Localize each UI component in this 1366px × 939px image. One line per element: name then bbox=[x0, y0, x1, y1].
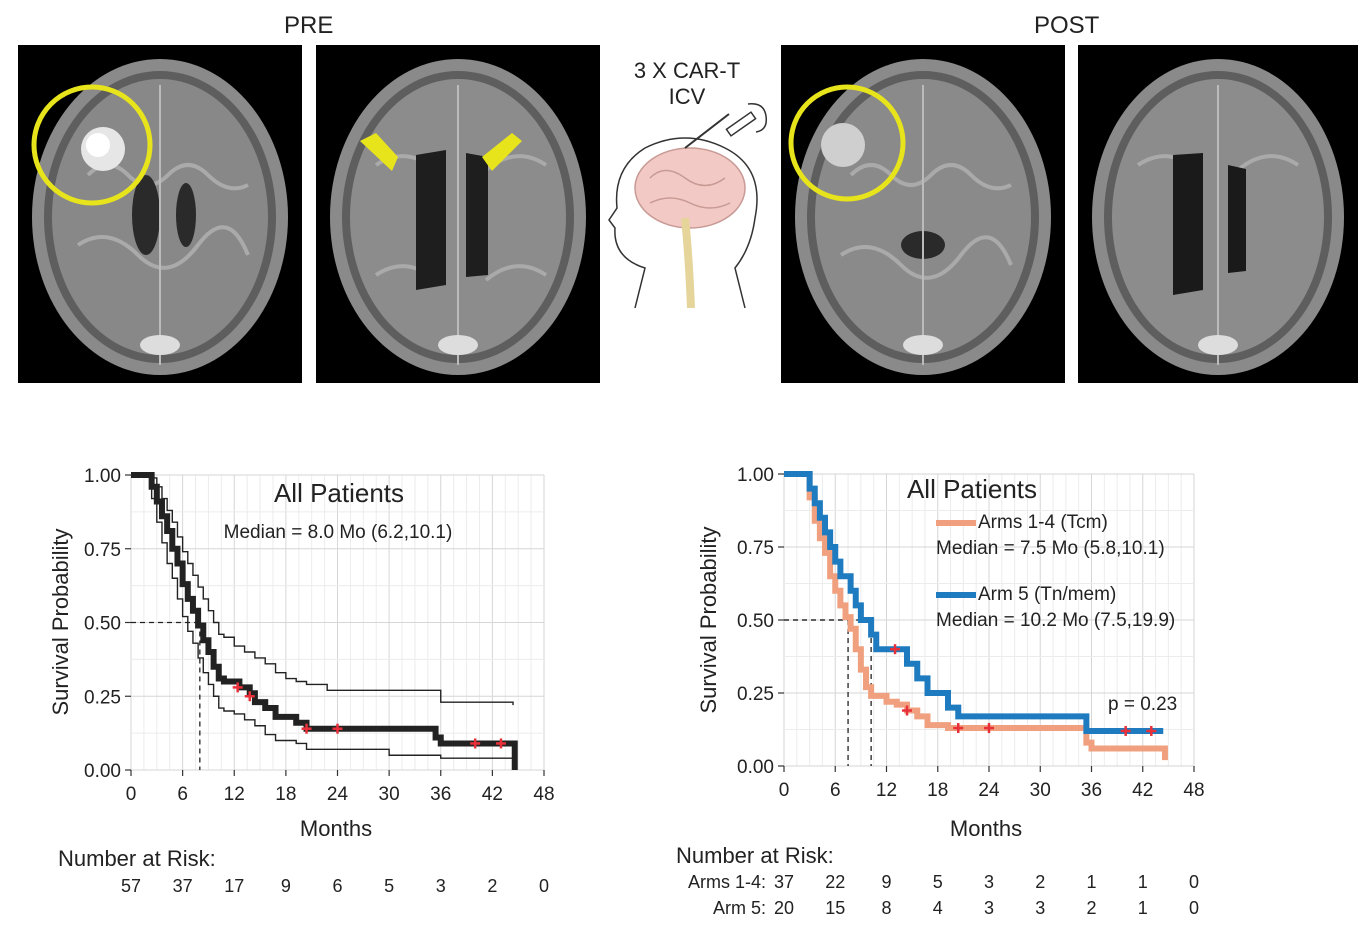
x-tick-label: 18 bbox=[927, 780, 948, 801]
risk-count: 3 bbox=[1035, 898, 1046, 918]
median-text-tn: Median = 10.2 Mo (7.5,19.9) bbox=[936, 610, 1175, 631]
y-tick-label: 0.50 bbox=[737, 611, 774, 632]
risk-count: 57 bbox=[120, 876, 142, 896]
mri-post-1 bbox=[781, 45, 1065, 383]
km-ci-lower bbox=[131, 474, 514, 765]
median-annotation: Median = 8.0 Mo (6.2,10.1) bbox=[224, 522, 453, 543]
brain-illustration-icon bbox=[608, 113, 758, 309]
pre-label: PRE bbox=[284, 12, 334, 39]
x-tick-label: 0 bbox=[126, 784, 137, 805]
x-tick-label: 48 bbox=[533, 784, 554, 805]
x-tick-label: 42 bbox=[1132, 780, 1153, 801]
x-tick-label: 24 bbox=[327, 784, 349, 805]
x-tick-label: 6 bbox=[830, 780, 841, 801]
risk-count: 2 bbox=[1035, 872, 1046, 892]
y-tick-label: 0.75 bbox=[737, 538, 774, 559]
risk-count: 6 bbox=[332, 876, 343, 896]
km-chart-right: 0 6 12 18 24 30 36 42 48 0.00 0.25 0.50 0.75 1.00 All… bbox=[696, 465, 1205, 841]
x-tick-label: 48 bbox=[1183, 780, 1204, 801]
y-axis-label: Survival Probability bbox=[696, 526, 721, 713]
arrow-marker-icon bbox=[482, 133, 522, 171]
x-tick-label: 36 bbox=[1081, 780, 1102, 801]
x-tick-label: 6 bbox=[177, 784, 188, 805]
risk-table-right: Arms 1-4: 37 22 9 5 3 2 1 1 0 Arm 5: 20 15 8 4 3 3 2 1 0 bbox=[0, 872, 1366, 932]
post-label: POST bbox=[1034, 12, 1100, 39]
km-ci-upper bbox=[131, 474, 514, 706]
procedure-label: 3 X CAR-T ICV bbox=[633, 58, 741, 109]
risk-table-title-right: Number at Risk: bbox=[676, 843, 834, 868]
x-tick-label: 30 bbox=[379, 784, 400, 805]
y-tick-label: 1.00 bbox=[84, 466, 121, 487]
circle-highlight-icon bbox=[788, 84, 906, 202]
chart-title: All Patients bbox=[907, 474, 1037, 504]
x-tick-label: 42 bbox=[482, 784, 503, 805]
risk-count: 20 bbox=[773, 898, 795, 918]
risk-count: 0 bbox=[538, 876, 549, 896]
risk-count: 8 bbox=[881, 898, 892, 918]
risk-count: 1 bbox=[1137, 872, 1148, 892]
x-axis-label: Months bbox=[950, 816, 1022, 841]
risk-count: 0 bbox=[1188, 872, 1199, 892]
x-tick-label: 0 bbox=[779, 780, 790, 801]
legend-swatch-tcm bbox=[936, 520, 976, 526]
risk-count: 3 bbox=[983, 898, 994, 918]
legend-label-tcm: Arms 1-4 (Tcm) bbox=[978, 512, 1108, 533]
mri-pre-2 bbox=[316, 45, 600, 383]
legend-swatch-tn bbox=[936, 592, 976, 598]
km-chart-left: 0 6 12 18 24 30 36 42 48 0.00 0.25 0.50 0.75 1.00 All… bbox=[48, 466, 555, 841]
y-tick-label: 0.75 bbox=[84, 540, 121, 561]
p-value: p = 0.23 bbox=[1108, 694, 1177, 715]
risk-count: 1 bbox=[1137, 898, 1148, 918]
y-tick-label: 0.25 bbox=[84, 687, 121, 708]
legend-label-tn: Arm 5 (Tn/mem) bbox=[978, 584, 1116, 605]
risk-count: 9 bbox=[881, 872, 892, 892]
x-tick-label: 36 bbox=[430, 784, 451, 805]
risk-count: 4 bbox=[932, 898, 943, 918]
risk-count: 37 bbox=[172, 876, 193, 896]
mri-pre-1 bbox=[18, 45, 302, 383]
risk-count: 9 bbox=[280, 876, 291, 896]
circle-highlight-icon bbox=[31, 84, 153, 206]
risk-count: 2 bbox=[1086, 898, 1097, 918]
y-axis-label: Survival Probability bbox=[48, 528, 73, 715]
syringe-icon bbox=[725, 103, 768, 137]
risk-count: 3 bbox=[983, 872, 994, 892]
km-curve-overall bbox=[131, 472, 518, 770]
median-text-tcm: Median = 7.5 Mo (5.8,10.1) bbox=[936, 538, 1165, 559]
x-tick-label: 12 bbox=[876, 780, 897, 801]
risk-row-label: Arm 5: bbox=[712, 898, 766, 918]
risk-count: 1 bbox=[1086, 872, 1097, 892]
km-curve-tcm bbox=[784, 471, 1168, 761]
y-tick-label: 0.25 bbox=[737, 684, 774, 705]
y-tick-label: 1.00 bbox=[737, 465, 774, 486]
km-curve-tn bbox=[784, 471, 1164, 734]
risk-count: 3 bbox=[435, 876, 446, 896]
x-tick-label: 12 bbox=[224, 784, 245, 805]
risk-row-label: Arms 1-4: bbox=[687, 872, 766, 892]
risk-count: 5 bbox=[384, 876, 395, 896]
y-tick-label: 0.00 bbox=[737, 757, 774, 778]
risk-count: 17 bbox=[224, 876, 245, 896]
y-tick-label: 0.50 bbox=[84, 614, 121, 635]
x-axis-label: Months bbox=[300, 816, 372, 841]
risk-count: 37 bbox=[773, 872, 795, 892]
x-tick-label: 24 bbox=[978, 780, 1000, 801]
risk-count: 22 bbox=[825, 872, 846, 892]
chart-title: All Patients bbox=[274, 478, 404, 508]
x-tick-label: 18 bbox=[275, 784, 296, 805]
x-tick-label: 30 bbox=[1030, 780, 1051, 801]
risk-table-left: 57 37 17 9 6 5 3 2 0 bbox=[0, 876, 620, 906]
risk-count: 15 bbox=[825, 898, 846, 918]
risk-count: 2 bbox=[487, 876, 498, 896]
risk-count: 5 bbox=[932, 872, 943, 892]
y-tick-label: 0.00 bbox=[84, 761, 121, 782]
arrow-marker-icon bbox=[360, 133, 398, 171]
risk-table-title-left: Number at Risk: bbox=[58, 846, 216, 871]
mri-post-2 bbox=[1078, 45, 1358, 383]
risk-count: 0 bbox=[1188, 898, 1199, 918]
